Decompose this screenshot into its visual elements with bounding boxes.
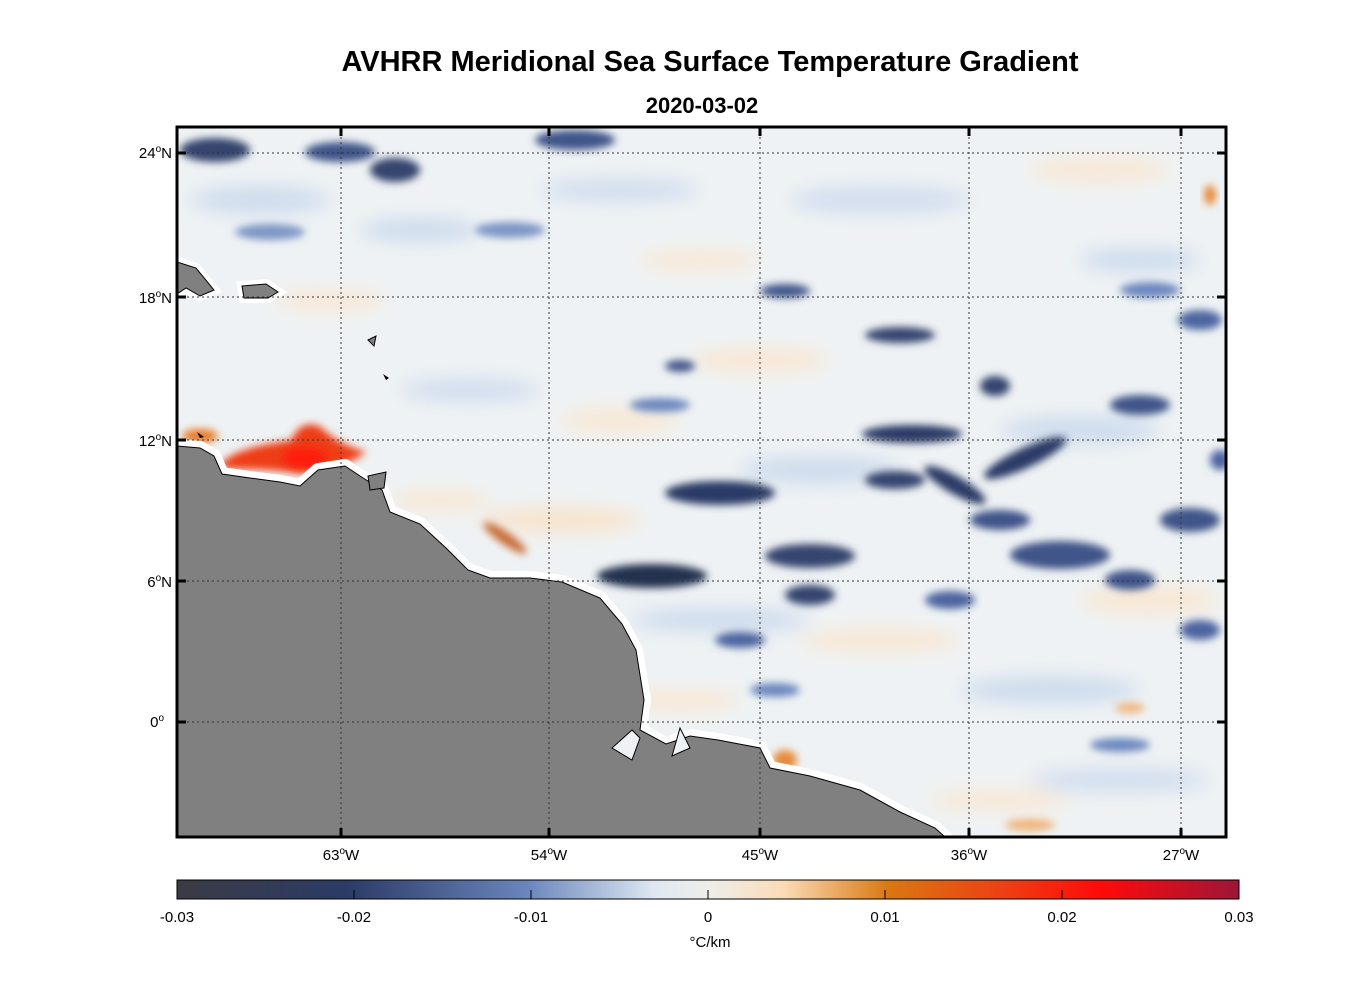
lat-label: 0o (150, 713, 164, 731)
map-frame (175, 125, 1228, 839)
colorbar-tick-label: 0.01 (870, 909, 900, 926)
lat-label: 24oN (138, 144, 172, 162)
lat-label: 18oN (138, 289, 172, 307)
lat-label: 6oN (147, 573, 172, 591)
lon-label: 45oW (741, 846, 779, 864)
lon-label: 54oW (530, 846, 568, 864)
lon-label: 27oW (1162, 846, 1200, 864)
weak-gradient-texture (190, 158, 1220, 810)
colorbar-unit-label: °C/km (689, 934, 731, 951)
lon-label: 36oW (950, 846, 988, 864)
graticule (177, 127, 1226, 837)
colorbar-tick-label: 0.02 (1047, 909, 1077, 926)
colorbar-tick-label: -0.02 (336, 909, 372, 926)
land (177, 256, 952, 837)
colorbar-tick-label: -0.03 (159, 909, 195, 926)
chart-title: AVHRR Meridional Sea Surface Temperature… (341, 46, 1079, 78)
chart-subtitle: 2020-03-02 (645, 93, 759, 118)
colorbar-tick-label: 0.03 (1224, 909, 1254, 926)
lat-label: 12oN (138, 432, 172, 450)
negative-gradient-features (180, 130, 1226, 752)
lon-label: 63oW (322, 846, 360, 864)
colorbar-tick-label: 0 (703, 909, 713, 926)
colorbar-ticks (353, 890, 1063, 899)
colorbar-tick-label: -0.01 (513, 909, 549, 926)
